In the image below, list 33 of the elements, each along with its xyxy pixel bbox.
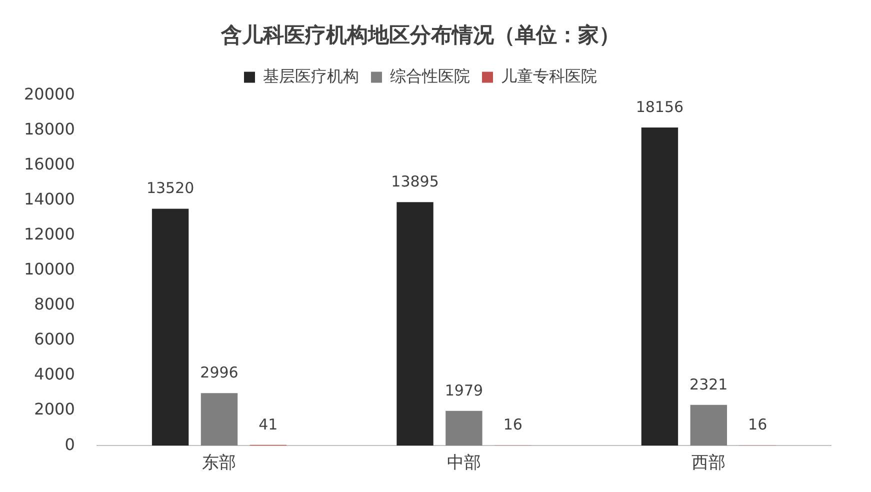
data-label: 1979	[444, 381, 484, 400]
y-tick-label: 2000	[34, 400, 75, 419]
data-label: 16	[503, 416, 522, 434]
data-label: 2996	[200, 364, 238, 382]
x-tick-label: 东部	[202, 453, 236, 474]
bar	[152, 208, 189, 446]
y-tick-label: 20000	[24, 84, 75, 104]
y-tick-label: 4000	[34, 364, 75, 384]
bar	[396, 202, 434, 446]
legend-label: 儿童专科医院	[501, 66, 597, 86]
bar	[200, 393, 238, 446]
y-tick-label: 0	[64, 434, 75, 454]
data-label: 13895	[391, 172, 439, 191]
y-tick-label: 8000	[34, 294, 75, 314]
legend-label: 基层医疗机构	[263, 66, 359, 86]
data-label: 2321	[690, 375, 728, 394]
y-tick-label: 12000	[24, 224, 75, 244]
y-tick-label: 18000	[24, 119, 75, 138]
data-label: 13520	[146, 179, 194, 198]
x-tick-label: 中部	[446, 453, 481, 474]
y-tick-label: 14000	[24, 189, 75, 208]
bar	[446, 410, 482, 446]
bar	[690, 404, 728, 446]
data-label: 41	[258, 415, 278, 434]
data-label: 18156	[636, 98, 684, 116]
bar	[641, 128, 678, 446]
legend-label: 综合性医院	[390, 66, 470, 86]
y-tick-label: 10000	[24, 260, 75, 279]
y-tick-label: 16000	[24, 154, 75, 174]
data-label: 16	[748, 416, 768, 434]
y-tick-label: 6000	[34, 330, 75, 349]
x-tick-label: 西部	[692, 453, 726, 474]
chart-title: 含儿科医疗机构地区分布情况（单位：家）	[220, 23, 620, 48]
